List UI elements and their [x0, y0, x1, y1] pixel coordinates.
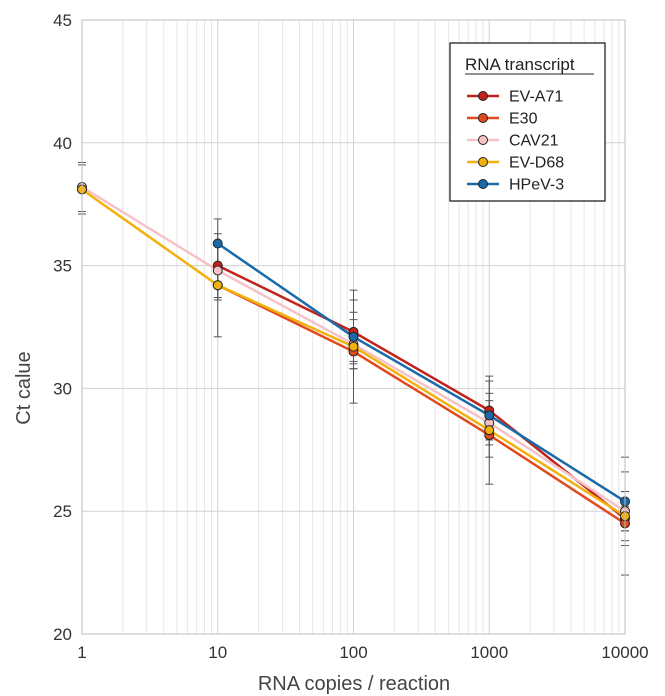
legend-label: CAV21 [509, 133, 559, 150]
series-line-e30 [217, 284, 626, 525]
x-tick-labels: 1 10 100 1000 10000 [77, 643, 648, 662]
legend-box [449, 42, 606, 202]
legend-items: EV-A71 E30 CAV21 EV-D68 HPeV-3 [467, 89, 564, 194]
data-point-hpev-3 [212, 238, 223, 249]
legend: RNA transcript EV-A71 E30 CAV21 EV-D68 HPeV-… [449, 42, 606, 202]
legend-label: HPeV-3 [509, 177, 564, 194]
y-tick-label: 20 [53, 625, 72, 644]
legend-label: EV-D68 [509, 155, 564, 172]
legend-swatch-marker [478, 135, 488, 145]
y-axis-title: Ct calue [13, 351, 35, 424]
y-tick-label: 30 [53, 379, 72, 398]
y-tick-labels: 20 25 30 35 40 45 [53, 11, 72, 644]
series-line-ev-a71 [217, 264, 626, 520]
x-tick-label: 1000 [470, 643, 508, 662]
series-line-hpev-3 [217, 242, 626, 503]
grid [81, 19, 626, 635]
data-point-hpev-3 [348, 331, 359, 342]
y-tick-label: 40 [53, 134, 72, 153]
legend-swatch-marker [478, 91, 488, 101]
x-tick-label: 10000 [601, 643, 648, 662]
plot-frame [81, 19, 626, 635]
data-point-ev-d68 [212, 280, 223, 291]
y-tick-label: 25 [53, 502, 72, 521]
legend-swatch-marker [478, 113, 488, 123]
x-tick-label: 10 [208, 643, 227, 662]
series-points [77, 182, 630, 529]
data-point-hpev-3 [484, 410, 495, 421]
data-point-cav21 [212, 265, 223, 276]
legend-label: E30 [509, 111, 538, 128]
y-tick-label: 45 [53, 11, 72, 30]
data-point-ev-d68 [348, 341, 359, 352]
data-point-ev-d68 [484, 425, 495, 436]
x-tick-label: 1 [77, 643, 86, 662]
legend-title: RNA transcript [465, 55, 575, 74]
x-axis-title: RNA copies / reaction [258, 673, 450, 695]
legend-label: EV-A71 [509, 89, 563, 106]
legend-swatch-marker [478, 179, 488, 189]
legend-swatch-marker [478, 157, 488, 167]
y-tick-label: 35 [53, 257, 72, 276]
x-tick-label: 100 [339, 643, 367, 662]
